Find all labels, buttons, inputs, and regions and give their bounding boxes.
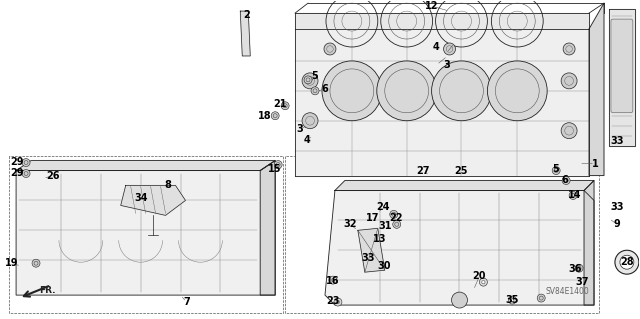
Text: 20: 20	[473, 271, 486, 281]
Text: 14: 14	[568, 190, 582, 200]
Polygon shape	[16, 160, 275, 171]
Polygon shape	[240, 11, 250, 56]
Circle shape	[332, 278, 335, 282]
Text: 33: 33	[361, 253, 374, 263]
Polygon shape	[295, 13, 589, 29]
Text: 3: 3	[443, 60, 450, 70]
Polygon shape	[325, 190, 594, 305]
Text: 26: 26	[46, 171, 60, 181]
Circle shape	[552, 167, 560, 174]
Circle shape	[488, 61, 547, 121]
Text: 25: 25	[455, 166, 468, 175]
Text: 28: 28	[620, 257, 634, 267]
Circle shape	[377, 61, 436, 121]
Text: 33: 33	[610, 202, 623, 212]
Text: 34: 34	[134, 193, 147, 204]
Circle shape	[22, 169, 30, 177]
Text: 36: 36	[568, 264, 582, 274]
Text: 23: 23	[326, 296, 340, 306]
Circle shape	[337, 300, 340, 304]
Text: 15: 15	[268, 164, 282, 174]
Text: 35: 35	[506, 295, 519, 305]
Text: 4: 4	[303, 135, 310, 145]
Circle shape	[32, 259, 40, 267]
Text: 37: 37	[575, 277, 589, 287]
Text: 5: 5	[552, 164, 559, 174]
Circle shape	[569, 191, 577, 199]
Circle shape	[511, 299, 514, 302]
Circle shape	[274, 160, 282, 168]
Circle shape	[620, 255, 634, 269]
Text: 6: 6	[322, 84, 328, 94]
Text: 8: 8	[164, 181, 171, 190]
Text: 12: 12	[425, 1, 438, 11]
Circle shape	[271, 112, 279, 120]
Polygon shape	[121, 185, 186, 215]
Text: 24: 24	[376, 202, 390, 212]
Circle shape	[452, 292, 467, 308]
Circle shape	[479, 278, 488, 286]
Circle shape	[334, 298, 342, 306]
Circle shape	[393, 220, 401, 228]
Polygon shape	[335, 181, 594, 190]
Text: 5: 5	[312, 71, 318, 81]
Circle shape	[390, 211, 397, 219]
Circle shape	[329, 276, 337, 284]
Polygon shape	[358, 228, 385, 272]
Text: 30: 30	[377, 261, 390, 271]
Text: 18: 18	[259, 111, 272, 121]
Polygon shape	[584, 181, 594, 305]
Circle shape	[482, 280, 485, 284]
Text: 4: 4	[432, 42, 439, 52]
Circle shape	[615, 250, 639, 274]
Circle shape	[322, 61, 382, 121]
Polygon shape	[16, 160, 275, 295]
Circle shape	[575, 264, 583, 272]
Text: 13: 13	[373, 234, 387, 244]
Circle shape	[444, 43, 456, 55]
Circle shape	[562, 176, 570, 184]
Circle shape	[324, 43, 336, 55]
Text: 19: 19	[5, 258, 19, 268]
Text: 1: 1	[591, 159, 598, 168]
Text: FR.: FR.	[39, 286, 56, 295]
Text: 33: 33	[610, 136, 623, 146]
Circle shape	[431, 61, 492, 121]
Circle shape	[311, 87, 319, 95]
Polygon shape	[295, 29, 589, 175]
Circle shape	[302, 113, 318, 129]
Text: 31: 31	[378, 221, 392, 231]
Text: SV84E1400: SV84E1400	[545, 286, 589, 296]
Text: 6: 6	[562, 174, 568, 184]
FancyBboxPatch shape	[611, 19, 633, 113]
Circle shape	[22, 159, 30, 167]
Circle shape	[561, 73, 577, 89]
Text: 27: 27	[416, 166, 429, 175]
Circle shape	[508, 296, 516, 304]
Polygon shape	[609, 9, 635, 146]
Text: 22: 22	[389, 213, 403, 223]
Text: 29: 29	[10, 157, 24, 167]
Circle shape	[281, 102, 289, 110]
Text: 3: 3	[297, 124, 303, 134]
Circle shape	[563, 43, 575, 55]
Text: 32: 32	[343, 219, 356, 229]
Circle shape	[304, 76, 312, 84]
Text: 21: 21	[273, 99, 287, 109]
Polygon shape	[260, 160, 275, 295]
Circle shape	[302, 73, 318, 89]
Text: 9: 9	[614, 219, 620, 229]
Text: 16: 16	[326, 276, 340, 286]
Circle shape	[537, 294, 545, 302]
Text: 17: 17	[366, 213, 380, 223]
Polygon shape	[589, 3, 604, 175]
Text: 29: 29	[10, 167, 24, 178]
Circle shape	[561, 123, 577, 139]
Text: 2: 2	[243, 10, 250, 20]
Text: 7: 7	[183, 297, 190, 307]
